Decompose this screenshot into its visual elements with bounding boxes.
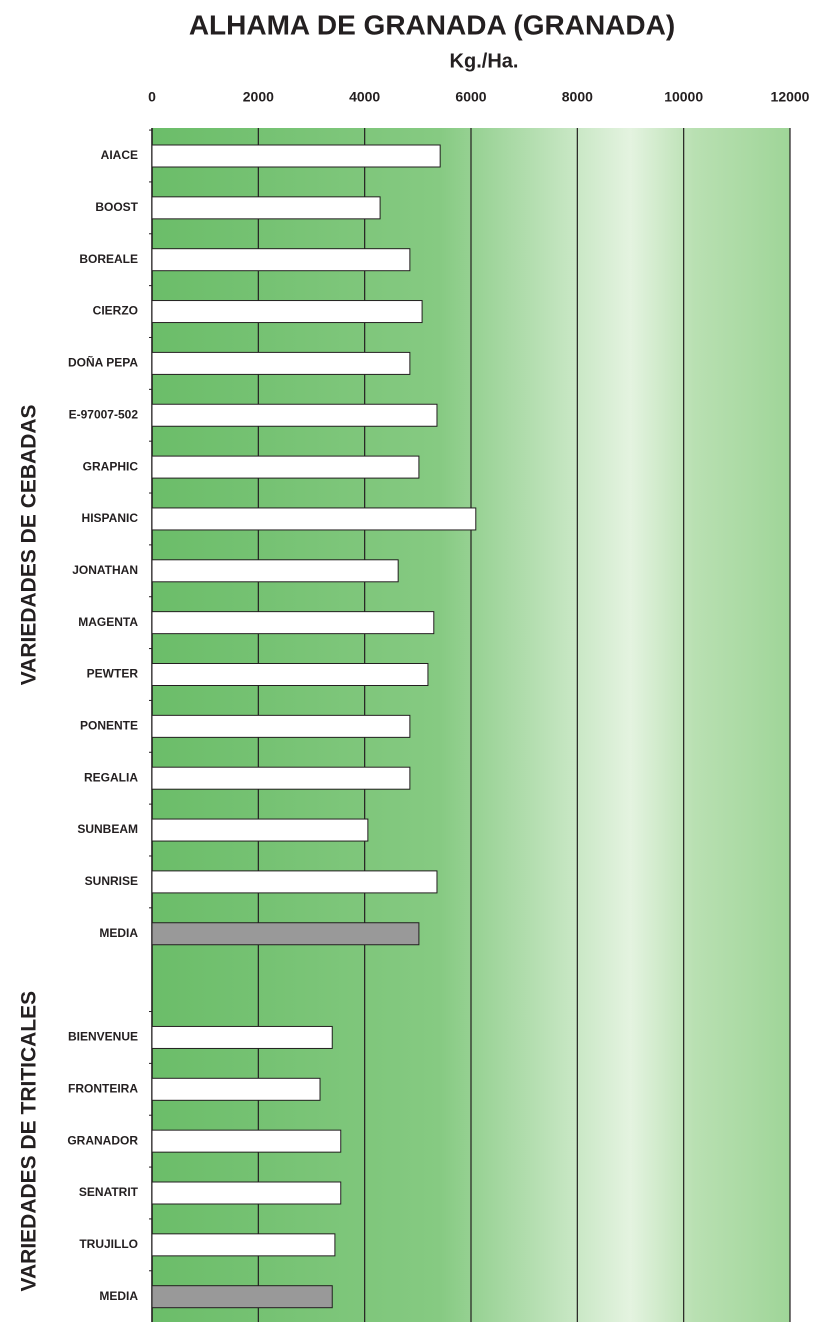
bar bbox=[151, 1025, 333, 1049]
y-tick-label: SUNRISE bbox=[85, 874, 138, 888]
y-tick-label: DOÑA PEPA bbox=[68, 355, 138, 370]
bar bbox=[151, 507, 477, 531]
bar bbox=[151, 1285, 333, 1309]
bar bbox=[151, 455, 420, 479]
y-tick-label: JONATHAN bbox=[72, 563, 138, 577]
y-tick-label: MEDIA bbox=[99, 1289, 138, 1303]
x-tick-label: 2000 bbox=[243, 89, 274, 105]
y-tick-label: PEWTER bbox=[87, 667, 139, 681]
y-tick-label: CIERZO bbox=[93, 304, 138, 318]
y-tick-label: FRONTEIRA bbox=[68, 1081, 138, 1095]
y-tick-label: MAGENTA bbox=[78, 615, 138, 629]
y-tick-label: PONENTE bbox=[80, 719, 138, 733]
y-tick-label: HISPANIC bbox=[82, 511, 139, 525]
bar bbox=[151, 818, 369, 842]
bar bbox=[151, 714, 411, 738]
x-axis-label: Kg./Ha. bbox=[450, 50, 519, 72]
group-label: VARIEDADES DE TRITICALES bbox=[18, 991, 41, 1292]
bar bbox=[151, 196, 381, 220]
bar bbox=[151, 300, 423, 324]
bar bbox=[151, 144, 441, 168]
x-tick-label: 12000 bbox=[771, 89, 810, 105]
bar bbox=[151, 403, 438, 427]
y-tick-label: GRANADOR bbox=[67, 1133, 138, 1147]
y-tick-label: GRAPHIC bbox=[83, 459, 139, 473]
bar bbox=[151, 870, 438, 894]
bar bbox=[151, 922, 420, 946]
x-tick-label: 8000 bbox=[562, 89, 593, 105]
bar bbox=[151, 1077, 321, 1101]
bar bbox=[151, 663, 429, 686]
bar bbox=[151, 248, 411, 272]
y-tick-label: E-97007-502 bbox=[69, 407, 139, 421]
x-tick-label: 0 bbox=[148, 89, 156, 105]
y-tick-label: MEDIA bbox=[99, 926, 138, 940]
y-tick-label: BIENVENUE bbox=[68, 1030, 138, 1044]
bar bbox=[151, 1233, 336, 1257]
y-tick-label: SENATRIT bbox=[79, 1185, 139, 1199]
bar bbox=[151, 611, 435, 635]
bar bbox=[151, 1129, 342, 1153]
x-tick-label: 6000 bbox=[455, 89, 486, 105]
bar bbox=[151, 766, 411, 790]
chart-title: ALHAMA DE GRANADA (GRANADA) bbox=[189, 9, 675, 40]
x-tick-label: 4000 bbox=[349, 89, 380, 105]
y-tick-label: AIACE bbox=[101, 148, 138, 162]
y-tick-label: TRUJILLO bbox=[79, 1237, 138, 1251]
y-tick-label: BOREALE bbox=[79, 252, 138, 266]
y-tick-label: BOOST bbox=[95, 200, 138, 214]
x-tick-label: 10000 bbox=[664, 89, 703, 105]
bar bbox=[151, 1181, 342, 1205]
bar bbox=[151, 351, 411, 375]
y-tick-label: REGALIA bbox=[84, 770, 138, 784]
group-label: VARIEDADES DE CEBADAS bbox=[18, 404, 41, 685]
bar bbox=[151, 559, 399, 583]
y-tick-label: SUNBEAM bbox=[77, 822, 138, 836]
